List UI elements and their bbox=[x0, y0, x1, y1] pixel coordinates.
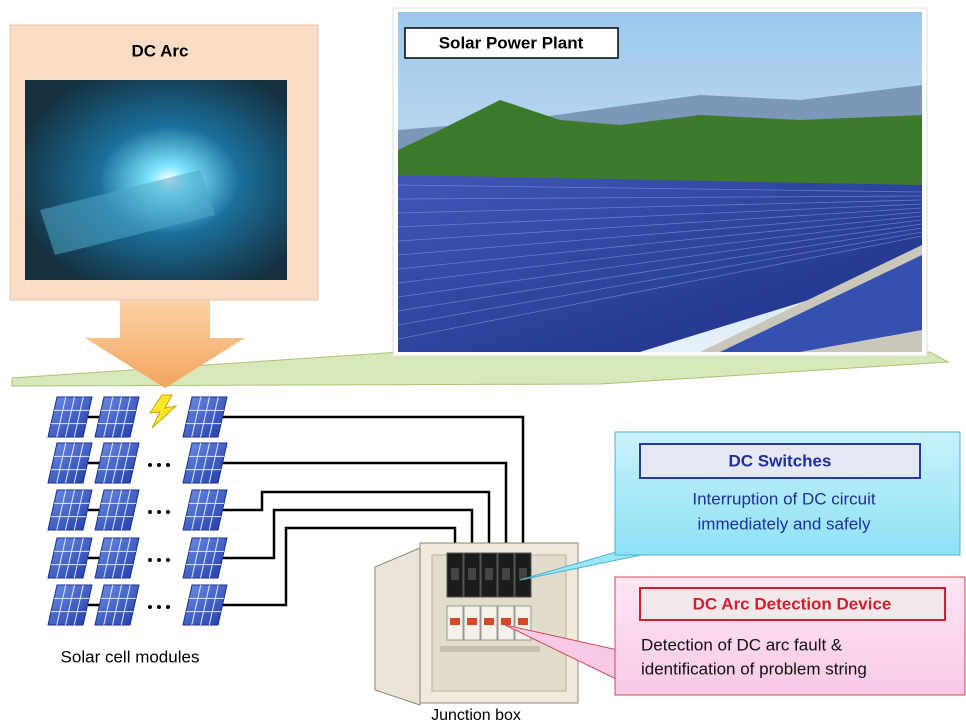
switch-handle bbox=[451, 568, 459, 580]
solar-module bbox=[48, 585, 92, 625]
solar-module bbox=[95, 585, 139, 625]
plant-title: Solar Power Plant bbox=[439, 33, 584, 52]
solar-module bbox=[48, 397, 92, 437]
ellipsis-dot bbox=[166, 605, 170, 609]
solar-module bbox=[183, 585, 227, 625]
wire bbox=[222, 417, 523, 560]
solar-module bbox=[95, 538, 139, 578]
callout-text: immediately and safely bbox=[698, 514, 871, 533]
solar-module bbox=[183, 443, 227, 483]
ellipsis-dot bbox=[157, 605, 161, 609]
solar-module bbox=[183, 490, 227, 530]
callout-text: identification of problem string bbox=[641, 659, 867, 678]
callout-text: Interruption of DC circuit bbox=[692, 489, 876, 508]
ellipsis-dot bbox=[148, 510, 152, 514]
modules-label: Solar cell modules bbox=[61, 647, 200, 666]
box-label: Junction box bbox=[431, 707, 521, 724]
breaker-mark bbox=[450, 618, 460, 625]
ellipsis-dot bbox=[166, 558, 170, 562]
callout-title: DC Switches bbox=[729, 451, 832, 470]
ellipsis-dot bbox=[148, 558, 152, 562]
box-door bbox=[375, 548, 420, 705]
breaker-rail bbox=[440, 646, 540, 652]
switch-handle bbox=[502, 568, 510, 580]
switch-handle bbox=[468, 568, 476, 580]
solar-module bbox=[95, 490, 139, 530]
breaker-mark bbox=[518, 618, 528, 625]
breaker-mark bbox=[467, 618, 477, 625]
solar-module bbox=[48, 443, 92, 483]
ellipsis-dot bbox=[148, 605, 152, 609]
solar-module bbox=[183, 397, 227, 437]
ellipsis-dot bbox=[157, 558, 161, 562]
ellipsis-dot bbox=[166, 463, 170, 467]
callout-text: Detection of DC arc fault & bbox=[641, 635, 843, 654]
switch-handle bbox=[485, 568, 493, 580]
ellipsis-dot bbox=[157, 463, 161, 467]
breaker-mark bbox=[501, 618, 511, 625]
solar-module bbox=[95, 397, 139, 437]
breaker-mark bbox=[484, 618, 494, 625]
solar-module bbox=[95, 443, 139, 483]
solar-module bbox=[183, 538, 227, 578]
ellipsis-dot bbox=[166, 510, 170, 514]
lightning bbox=[150, 395, 176, 428]
solar-modules bbox=[48, 397, 227, 625]
ellipsis-dot bbox=[157, 510, 161, 514]
solar-module bbox=[48, 490, 92, 530]
solar-module bbox=[48, 538, 92, 578]
diagram: DC Arc Solar Power Plant Solar cell modu… bbox=[0, 0, 966, 727]
callout-title: DC Arc Detection Device bbox=[693, 594, 892, 613]
ellipsis-dot bbox=[148, 463, 152, 467]
dc-arc-title: DC Arc bbox=[132, 41, 189, 60]
